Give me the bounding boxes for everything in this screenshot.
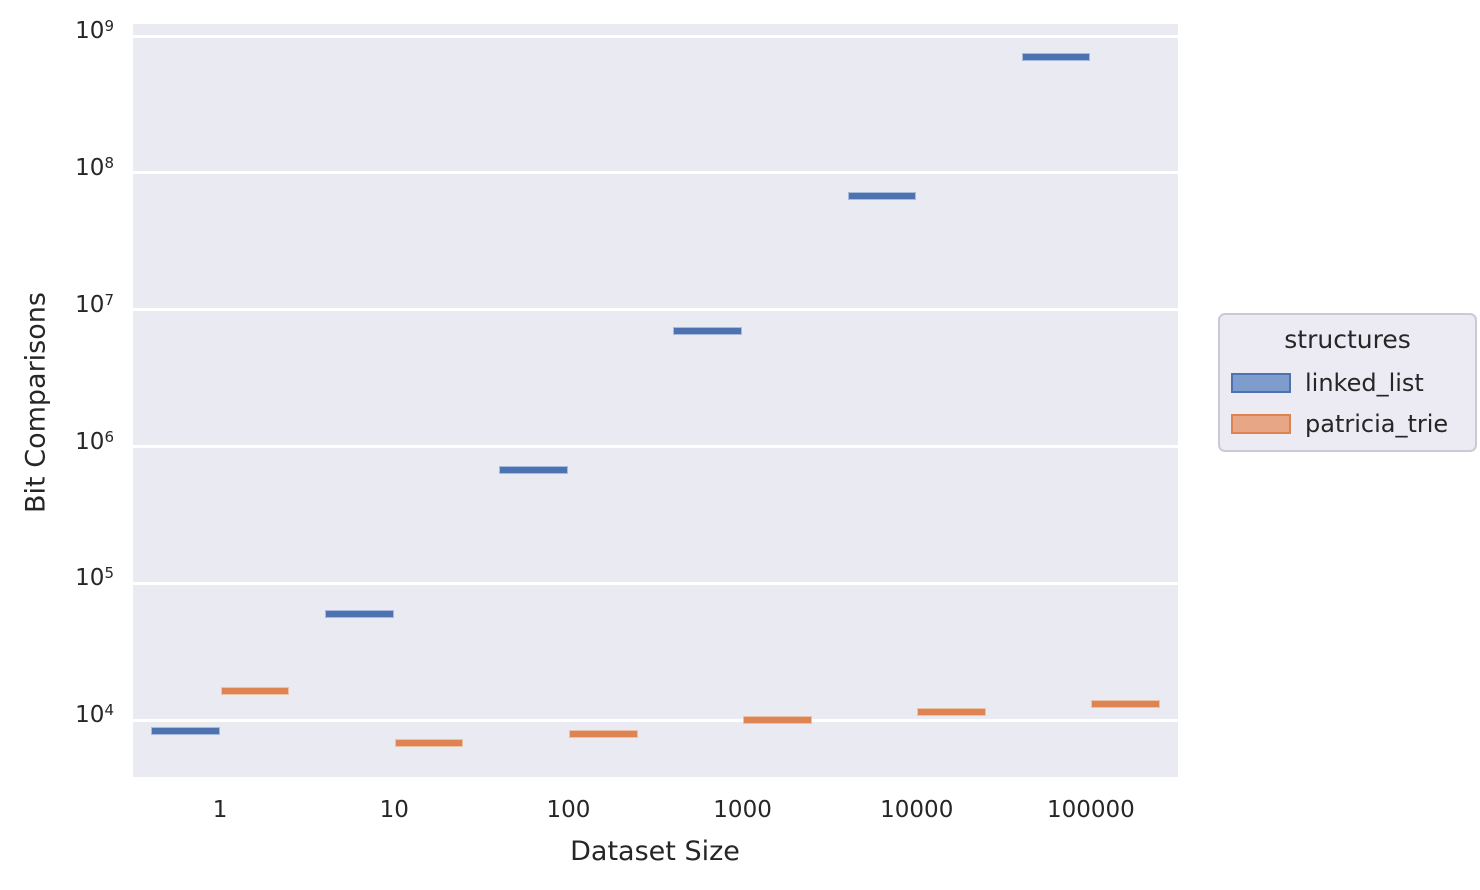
box-patricia_trie-100000	[1091, 699, 1161, 708]
box-patricia_trie-1000	[743, 716, 812, 725]
box-patricia_trie-1	[220, 686, 290, 695]
x-tick-label-10000: 10000	[880, 797, 954, 823]
legend-title: structures	[1284, 325, 1411, 354]
box-patricia_trie-10000	[917, 708, 986, 717]
x-tick-label-1000: 1000	[713, 797, 772, 823]
box-linked_list-1000	[673, 326, 743, 335]
plot-area	[133, 24, 1178, 777]
x-tick-label-1: 1	[212, 797, 228, 823]
box-linked_list-1	[150, 727, 220, 736]
box-linked_list-10000	[847, 191, 917, 200]
y-axis-label: Bit Comparisons	[20, 292, 52, 513]
y-tick-label-1e8: 108	[75, 153, 114, 181]
x-tick-label-100000: 100000	[1047, 797, 1135, 823]
x-tick-label-10: 10	[379, 797, 409, 823]
box-patricia_trie-100	[568, 729, 638, 738]
y-tick-label-1e5: 105	[75, 564, 114, 592]
legend: structures linked_list patricia_trie	[1218, 313, 1477, 452]
y-tick-label-1e6: 106	[75, 427, 114, 455]
y-tick-label-1e9: 109	[75, 17, 114, 45]
x-tick-label-100: 100	[546, 797, 591, 823]
legend-entry-label: linked_list	[1305, 369, 1424, 397]
box-linked_list-100	[499, 466, 568, 475]
y-tick-label-1e7: 107	[75, 290, 114, 318]
gridline-1e5	[133, 581, 1178, 585]
gridline-1e8	[133, 171, 1178, 175]
gridline-1e7	[133, 308, 1178, 312]
gridline-1e6	[133, 445, 1178, 449]
box-linked_list-100000	[1021, 53, 1091, 62]
box-patricia_trie-10	[394, 739, 464, 748]
box-linked_list-10	[325, 609, 394, 618]
gridline-1e4	[133, 718, 1178, 722]
legend-entry-patricia-trie: patricia_trie	[1231, 410, 1449, 438]
x-axis-label: Dataset Size	[570, 836, 740, 867]
legend-entry-linked-list: linked_list	[1231, 369, 1424, 397]
linked-list-swatch-icon	[1231, 373, 1291, 393]
gridline-1e9	[133, 34, 1178, 38]
y-tick-label-1e4: 104	[75, 701, 114, 729]
patricia-trie-swatch-icon	[1231, 414, 1291, 434]
legend-entry-label: patricia_trie	[1305, 410, 1449, 438]
